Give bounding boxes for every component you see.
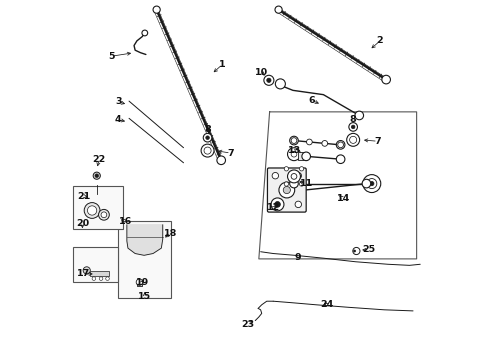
Circle shape xyxy=(266,78,270,82)
Text: 4: 4 xyxy=(115,115,122,124)
Text: 1: 1 xyxy=(219,60,225,69)
Circle shape xyxy=(95,174,99,177)
Circle shape xyxy=(294,172,301,179)
Text: 14: 14 xyxy=(336,194,349,203)
Text: 21: 21 xyxy=(77,192,90,201)
Circle shape xyxy=(203,134,211,142)
Bar xyxy=(297,152,306,160)
Circle shape xyxy=(274,202,280,207)
Bar xyxy=(118,221,171,298)
Bar xyxy=(89,271,109,276)
Text: 18: 18 xyxy=(164,229,177,238)
Circle shape xyxy=(290,174,296,179)
Circle shape xyxy=(275,79,285,89)
Circle shape xyxy=(264,75,273,85)
Circle shape xyxy=(290,138,296,143)
Text: 20: 20 xyxy=(76,219,89,228)
Text: 8: 8 xyxy=(204,125,211,134)
Circle shape xyxy=(381,75,389,84)
Text: 19: 19 xyxy=(135,278,149,287)
Circle shape xyxy=(136,279,142,285)
Circle shape xyxy=(294,201,301,208)
Text: 16: 16 xyxy=(119,217,132,226)
Circle shape xyxy=(101,212,106,218)
Text: 5: 5 xyxy=(108,52,114,61)
Text: 15: 15 xyxy=(138,292,151,301)
Text: 25: 25 xyxy=(362,246,375,255)
Circle shape xyxy=(348,123,357,131)
Text: 7: 7 xyxy=(374,137,381,146)
Text: 24: 24 xyxy=(320,300,333,309)
Circle shape xyxy=(289,136,298,145)
Text: 3: 3 xyxy=(115,97,122,106)
Circle shape xyxy=(369,181,373,186)
Circle shape xyxy=(299,167,303,171)
Circle shape xyxy=(99,210,109,220)
Bar xyxy=(73,186,123,229)
Text: 2: 2 xyxy=(376,36,383,45)
Circle shape xyxy=(203,147,211,154)
Circle shape xyxy=(290,151,296,157)
Circle shape xyxy=(142,30,147,36)
Circle shape xyxy=(346,134,359,146)
Circle shape xyxy=(271,172,278,179)
Circle shape xyxy=(274,6,282,13)
Circle shape xyxy=(353,250,355,252)
Circle shape xyxy=(337,142,343,148)
Circle shape xyxy=(336,140,344,149)
Circle shape xyxy=(366,179,376,189)
Circle shape xyxy=(284,167,288,171)
Circle shape xyxy=(289,179,298,188)
Text: 13: 13 xyxy=(287,146,300,155)
Circle shape xyxy=(204,148,210,153)
FancyBboxPatch shape xyxy=(267,168,305,212)
Text: 6: 6 xyxy=(308,96,315,105)
Circle shape xyxy=(105,277,109,280)
Circle shape xyxy=(362,179,370,188)
Circle shape xyxy=(87,206,97,215)
Circle shape xyxy=(301,152,310,161)
Text: 22: 22 xyxy=(92,155,106,164)
Text: 10: 10 xyxy=(255,68,268,77)
Text: 8: 8 xyxy=(349,115,355,124)
Circle shape xyxy=(92,277,96,280)
Circle shape xyxy=(284,182,288,186)
Circle shape xyxy=(351,125,354,129)
Text: 23: 23 xyxy=(241,320,254,329)
Circle shape xyxy=(205,136,209,139)
Circle shape xyxy=(354,111,363,120)
Circle shape xyxy=(270,198,284,211)
Circle shape xyxy=(306,139,312,145)
Text: 9: 9 xyxy=(294,253,300,262)
Circle shape xyxy=(283,186,290,194)
Circle shape xyxy=(83,267,90,274)
Circle shape xyxy=(299,182,303,186)
Text: 12: 12 xyxy=(266,203,279,212)
Text: 17: 17 xyxy=(77,269,90,278)
Circle shape xyxy=(287,148,300,161)
Circle shape xyxy=(362,175,380,193)
Circle shape xyxy=(271,201,278,208)
Circle shape xyxy=(349,136,356,143)
Circle shape xyxy=(287,170,300,183)
Bar xyxy=(73,247,118,282)
Circle shape xyxy=(93,172,100,179)
Text: 11: 11 xyxy=(299,179,312,188)
Circle shape xyxy=(349,137,355,143)
Circle shape xyxy=(336,155,344,163)
Circle shape xyxy=(153,6,160,13)
Circle shape xyxy=(99,277,102,280)
Circle shape xyxy=(217,156,225,165)
Circle shape xyxy=(321,140,327,146)
Polygon shape xyxy=(126,225,163,255)
Circle shape xyxy=(278,182,294,198)
Circle shape xyxy=(201,144,214,157)
Text: 7: 7 xyxy=(227,149,234,158)
Circle shape xyxy=(84,203,100,219)
